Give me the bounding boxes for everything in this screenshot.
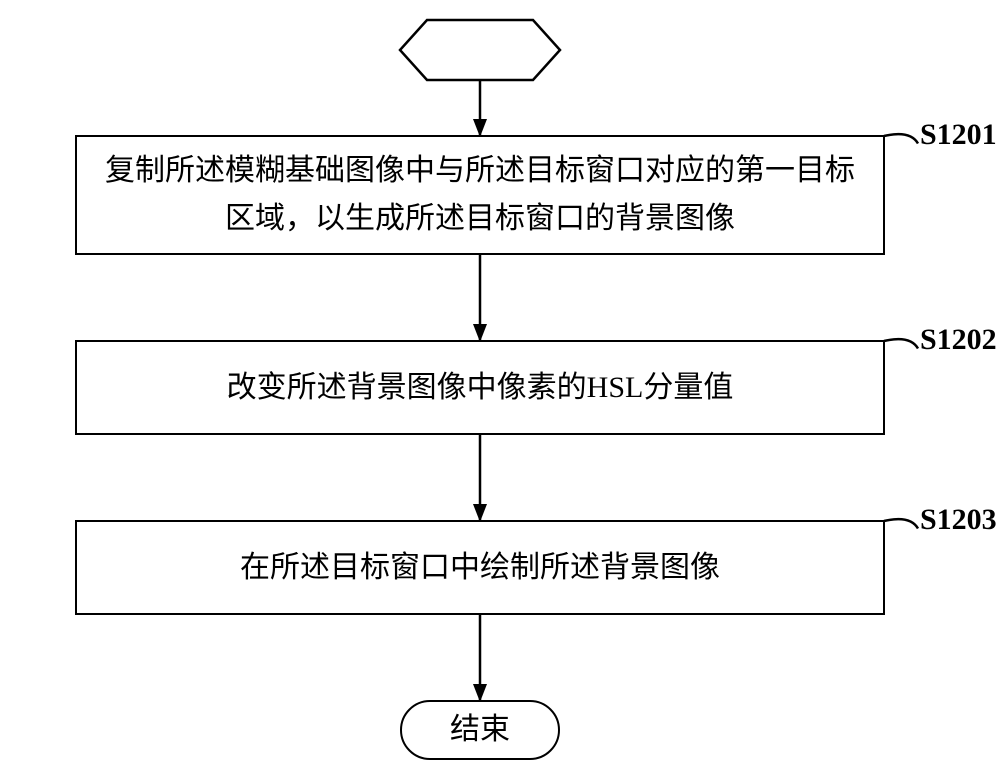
node-s2-text: 改变所述背景图像中像素的HSL分量值 [77,364,883,412]
step-label-l1: S1201 [920,118,997,152]
node-end: 结束 [400,700,560,760]
callout-l1 [884,134,918,143]
node-s1: 复制所述模糊基础图像中与所述目标窗口对应的第一目标区域，以生成所述目标窗口的背景… [75,135,885,255]
flowchart-canvas: 开始复制所述模糊基础图像中与所述目标窗口对应的第一目标区域，以生成所述目标窗口的… [0,0,1000,778]
node-start-text: 开始 [400,26,560,74]
node-s1-text: 复制所述模糊基础图像中与所述目标窗口对应的第一目标区域，以生成所述目标窗口的背景… [77,147,883,243]
node-s2: 改变所述背景图像中像素的HSL分量值 [75,340,885,435]
callout-l2 [884,339,918,348]
step-label-l3: S1203 [920,503,997,537]
node-end-text: 结束 [402,706,558,754]
callout-l3 [884,519,918,528]
step-label-l2: S1202 [920,323,997,357]
node-s3-text: 在所述目标窗口中绘制所述背景图像 [77,544,883,592]
node-start: 开始 [400,20,560,80]
node-s3: 在所述目标窗口中绘制所述背景图像 [75,520,885,615]
